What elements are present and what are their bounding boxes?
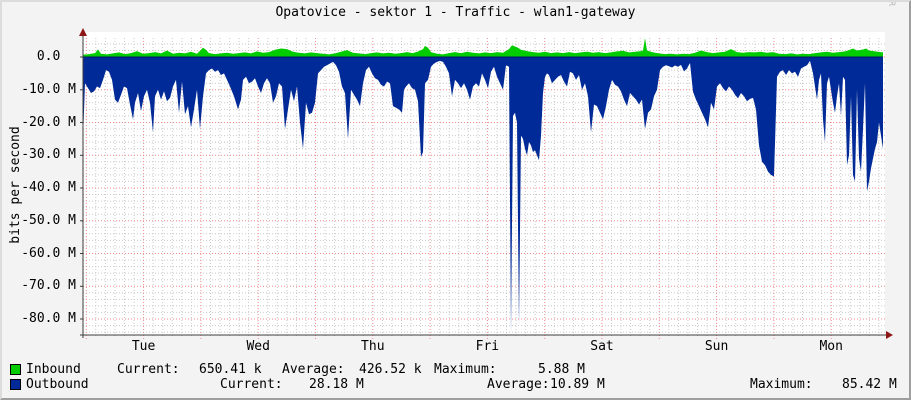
grid-major-lines (83, 38, 885, 339)
inbound-maximum-label: Maximum: (434, 362, 497, 377)
inbound-legend-label: Inbound (26, 362, 81, 377)
outbound-average-label: Average: (487, 377, 550, 392)
x-tick-label: Thu (361, 339, 385, 354)
rrdtool-watermark: RRDTOOL / TOBI OETIKER (886, 2, 896, 7)
inbound-average-value: 426.52 k (359, 362, 422, 377)
grid-minor-lines (83, 38, 885, 337)
y-tick-label: -40.0 M (21, 180, 76, 195)
outbound-area (83, 57, 883, 334)
axes (79, 28, 893, 339)
outbound-average-value: 10.89 M (550, 377, 605, 392)
inbound-color-swatch (10, 364, 21, 375)
y-tick-label: -70.0 M (21, 278, 76, 294)
inbound-maximum-value: 5.88 M (538, 362, 585, 377)
x-tick-label: Tue (131, 339, 156, 354)
x-tick-label: Mon (819, 339, 843, 354)
y-axis-arrow-icon (79, 28, 87, 36)
inbound-current-label: Current: (117, 362, 180, 377)
inbound-area (83, 38, 883, 57)
x-tick-label: Sat (590, 339, 614, 354)
y-tick-label: -60.0 M (21, 245, 76, 261)
y-tick-label: -50.0 M (21, 212, 76, 228)
outbound-current-value: 28.18 M (309, 377, 364, 392)
x-axis-arrow-icon (886, 331, 893, 339)
x-tick-label: Fri (475, 339, 500, 354)
y-tick-label: -20.0 M (21, 114, 76, 130)
traffic-areas (83, 38, 883, 334)
inbound-current-value: 650.41 k (199, 362, 262, 377)
x-tick-label: Wed (246, 339, 270, 354)
x-tick-label: Sun (704, 339, 729, 354)
y-tick-label: -10.0 M (21, 81, 76, 97)
outbound-legend-label: Outbound (26, 377, 89, 392)
outbound-color-swatch (10, 379, 21, 390)
graph-title: Opatovice - sektor 1 - Traffic - wlan1-g… (275, 5, 636, 20)
outbound-maximum-label: Maximum: (750, 377, 813, 392)
y-tick-label: 0.0 (36, 49, 76, 64)
y-tick-label: -80.0 M (21, 311, 76, 326)
outbound-current-label: Current: (220, 377, 283, 392)
inbound-average-label: Average: (282, 362, 345, 377)
outbound-maximum-value: 85.42 M (842, 377, 897, 392)
y-axis-label: bits per second (8, 126, 23, 243)
y-tick-label: -30.0 M (21, 147, 76, 163)
